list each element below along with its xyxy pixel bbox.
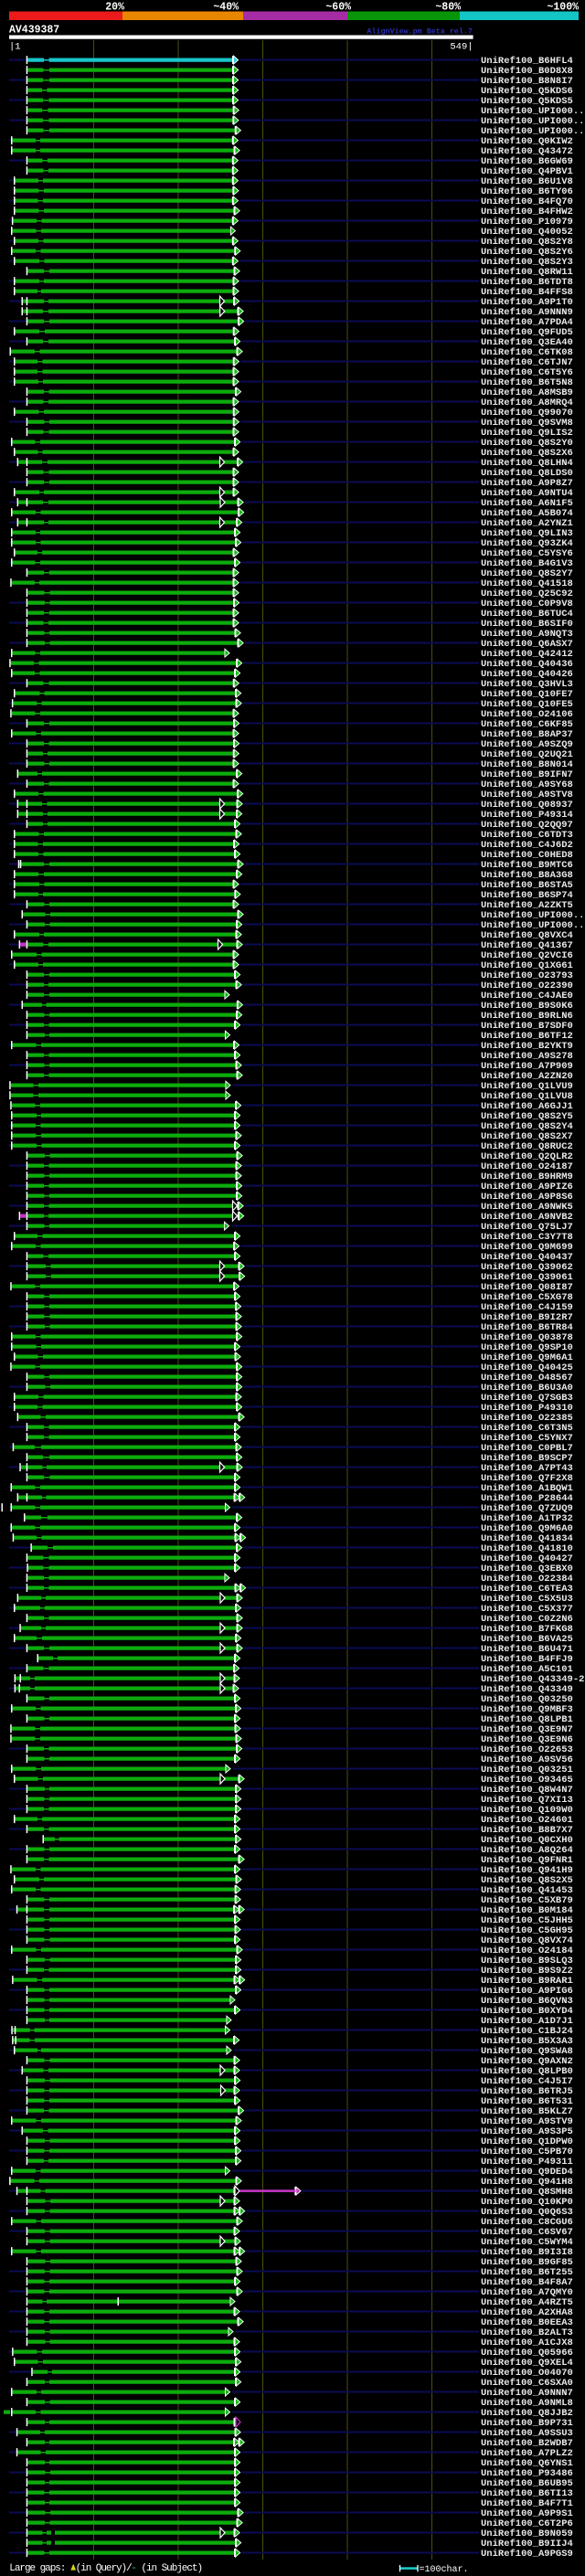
svg-text:~80%: ~80% [435,2,461,14]
svg-text:20%: 20% [105,2,124,14]
svg-text:=100char.: =100char. [420,2564,469,2575]
svg-text:(in Subject): (in Subject) [141,2563,202,2574]
svg-text:Large gaps:: Large gaps: [9,2563,65,2574]
svg-text:~100%: ~100% [547,2,579,14]
svg-text:(in Query)/: (in Query)/ [76,2563,133,2574]
svg-text:-: - [131,2563,136,2574]
svg-text:AV439387: AV439387 [9,25,59,37]
svg-text:~60%: ~60% [325,2,351,14]
svg-text:|1: |1 [9,42,21,53]
svg-text:~40%: ~40% [213,2,239,14]
svg-text:549|: 549| [450,42,473,53]
svg-text:AlignView.pm Beta rel.7: AlignView.pm Beta rel.7 [367,27,473,37]
